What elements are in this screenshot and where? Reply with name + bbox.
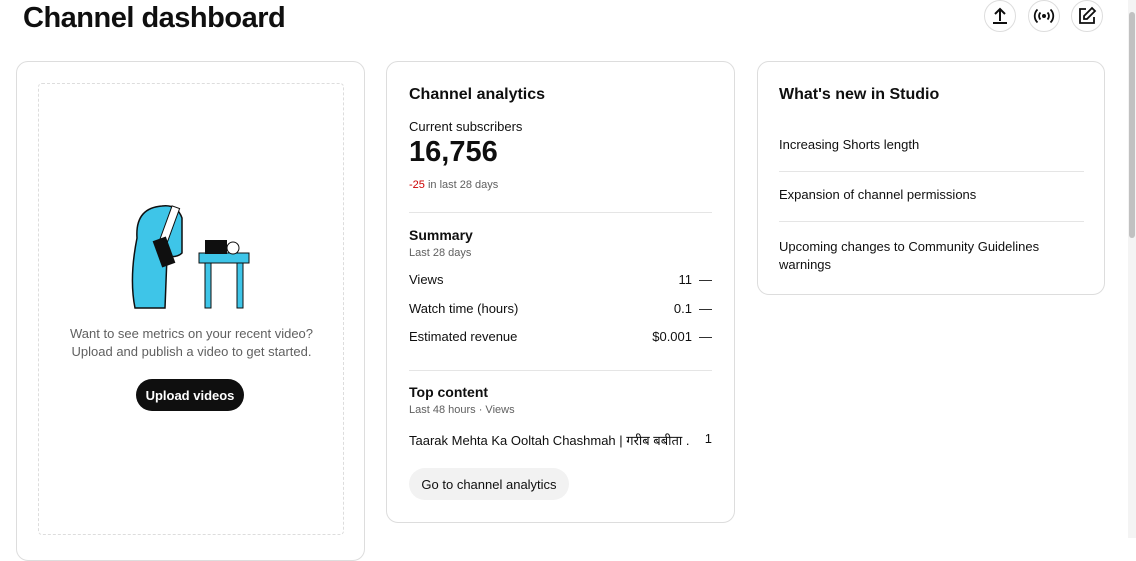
upload-icon[interactable]	[984, 0, 1016, 32]
section-period: Last 28 days	[409, 247, 472, 259]
analytics-button[interactable]: Go to channel analytics	[409, 468, 569, 500]
upload-card: Want to see metrics on your recent video…	[16, 61, 365, 561]
dashed-box	[38, 83, 344, 535]
metric-label: Watch time (hours)	[409, 300, 519, 316]
metric-trend: —	[699, 300, 712, 316]
section-title: Summary	[409, 227, 473, 243]
card-title: What's new in Studio	[779, 86, 940, 103]
section-title: Top content	[409, 384, 489, 400]
section-period: Last 48 hours · Views	[409, 404, 515, 416]
metric-label: Views	[409, 272, 444, 287]
news-card: What's new in Studio Increasing Shorts l…	[757, 61, 1105, 295]
divider	[779, 171, 1084, 172]
subscribers-label: Current subscribers	[409, 119, 523, 134]
change-value: -25	[409, 179, 425, 191]
divider	[409, 370, 712, 371]
metric-trend: —	[699, 272, 712, 287]
content-views: 1	[704, 431, 712, 446]
page: {"header": {"title": "Channel dashboard"…	[16, 0, 1136, 561]
create-icon[interactable]	[1071, 0, 1103, 32]
card-title: Channel analytics	[409, 86, 546, 103]
subscribers-count: 16,756	[409, 136, 498, 168]
message-line: Upload and publish a video to get starte…	[71, 344, 312, 359]
metric-value: 11	[678, 272, 693, 287]
content-title[interactable]: Taarak Mehta Ka Ooltah Chashmah | गरीब ब…	[409, 433, 689, 448]
divider	[779, 221, 1084, 222]
icon	[993, 7, 1007, 24]
icon	[1079, 6, 1097, 24]
news-item[interactable]: Upcoming changes to Community Guidelines…	[779, 239, 1040, 272]
page-title: Channel dashboard	[23, 2, 286, 34]
icon	[1033, 8, 1055, 24]
news-item[interactable]: Increasing Shorts length	[779, 137, 920, 152]
upload-button[interactable]: Upload videos	[136, 379, 244, 411]
metric-value: $0.001	[652, 329, 692, 344]
message-line: Want to see metrics on your recent video…	[69, 326, 314, 341]
divider	[409, 212, 712, 213]
illustration	[131, 205, 250, 309]
metric-label: Estimated revenue	[409, 329, 518, 344]
live-icon[interactable]	[1028, 0, 1060, 32]
scroll-thumb[interactable]	[1129, 12, 1135, 238]
news-item[interactable]: Expansion of channel permissions	[779, 187, 977, 202]
scrollbar[interactable]	[1128, 0, 1136, 538]
metric-value: 0.1	[673, 300, 692, 316]
change-period: in last 28 days	[427, 179, 499, 191]
analytics-card: Channel analytics Current subscribers 16…	[386, 61, 735, 523]
subscriber-change: -25 in last 28 days	[409, 179, 498, 191]
metric-trend: —	[699, 329, 712, 344]
